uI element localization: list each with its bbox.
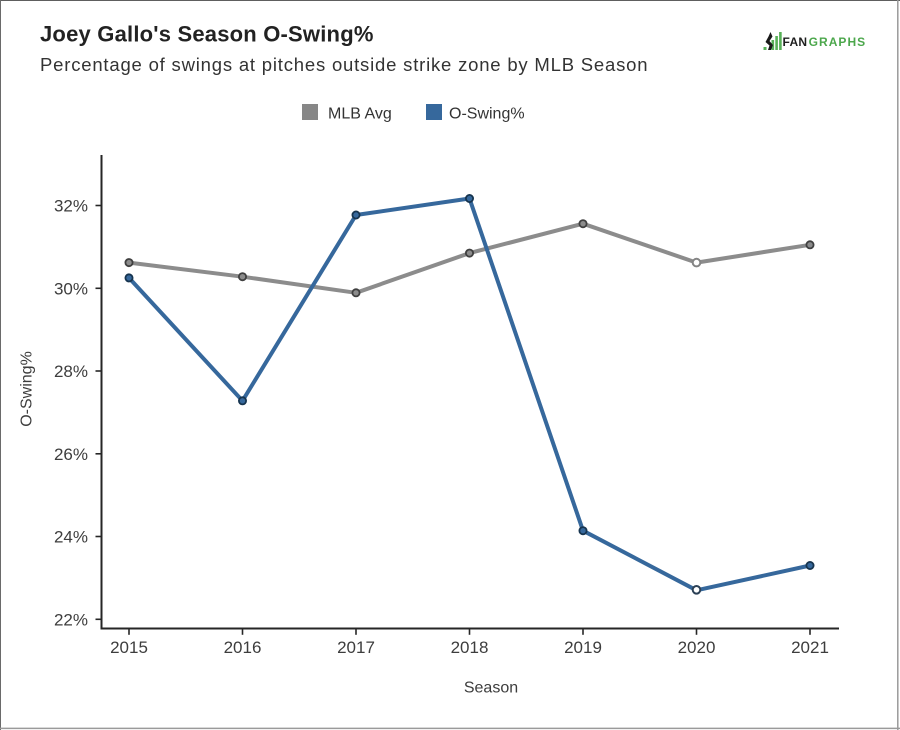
- svg-text:2015: 2015: [110, 638, 148, 657]
- svg-text:2021: 2021: [791, 638, 829, 657]
- svg-text:GRAPHS: GRAPHS: [809, 35, 867, 49]
- svg-text:Percentage of swings at pitche: Percentage of swings at pitches outside …: [40, 54, 648, 75]
- svg-text:Joey Gallo's Season O-Swing%: Joey Gallo's Season O-Swing%: [40, 22, 374, 47]
- svg-text:2019: 2019: [564, 638, 602, 657]
- svg-text:22%: 22%: [54, 610, 88, 629]
- svg-text:30%: 30%: [54, 279, 88, 298]
- svg-text:2020: 2020: [678, 638, 716, 657]
- svg-text:2016: 2016: [224, 638, 262, 657]
- svg-text:26%: 26%: [54, 445, 88, 464]
- svg-text:32%: 32%: [54, 197, 88, 216]
- svg-text:28%: 28%: [54, 362, 88, 381]
- svg-text:24%: 24%: [54, 528, 88, 547]
- svg-text:O-Swing%: O-Swing%: [449, 106, 525, 123]
- svg-text:MLB Avg: MLB Avg: [328, 106, 392, 123]
- svg-text:FAN: FAN: [783, 35, 808, 49]
- svg-text:2018: 2018: [451, 638, 489, 657]
- svg-text:O-Swing%: O-Swing%: [19, 351, 36, 427]
- svg-text:Season: Season: [464, 680, 518, 697]
- svg-text:2017: 2017: [337, 638, 375, 657]
